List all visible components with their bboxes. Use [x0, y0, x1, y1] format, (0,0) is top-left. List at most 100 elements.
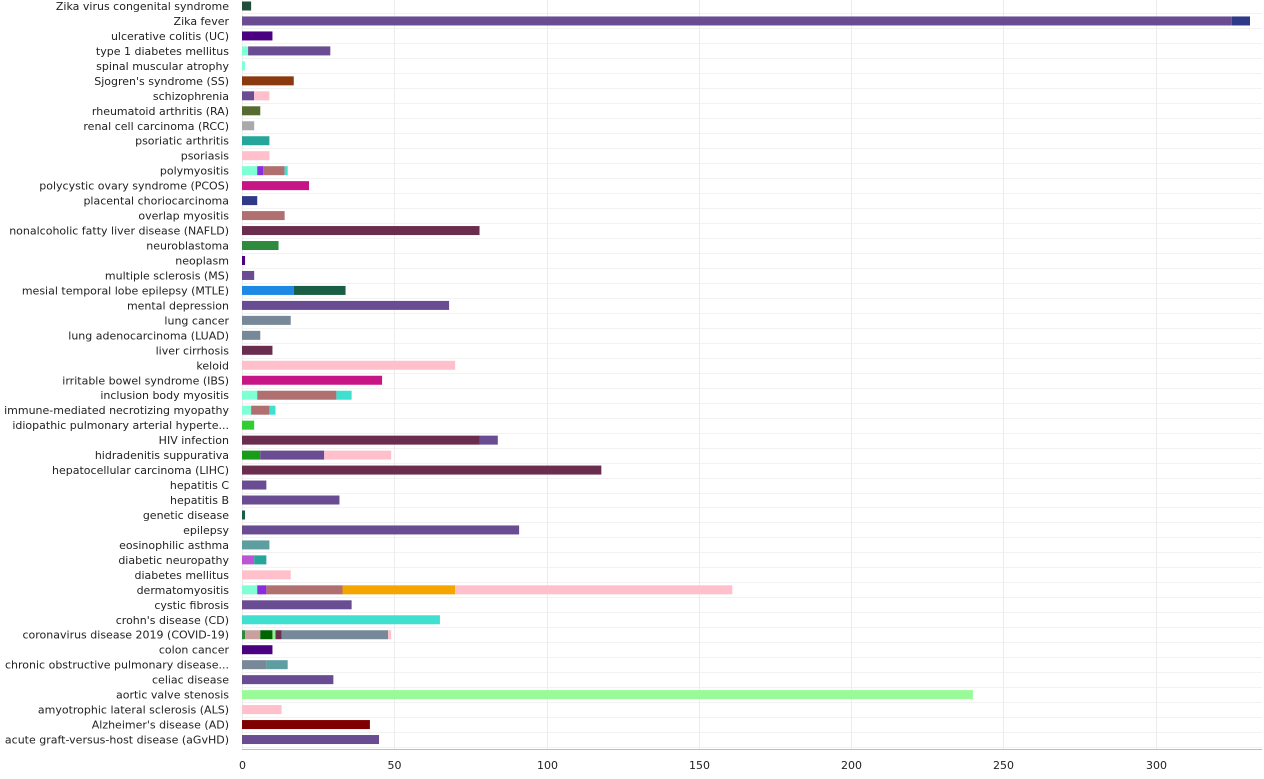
- bar-segment[interactable]: [242, 390, 258, 400]
- bar-segment[interactable]: [242, 16, 1232, 26]
- bar-segment[interactable]: [242, 31, 273, 41]
- category-label: neoplasm: [175, 254, 229, 267]
- bar-segment[interactable]: [254, 91, 270, 101]
- bar-segment[interactable]: [242, 360, 456, 370]
- bar-segment[interactable]: [242, 420, 255, 430]
- bar-segment[interactable]: [242, 645, 273, 655]
- bar-segment[interactable]: [242, 270, 255, 280]
- bar-segment[interactable]: [324, 450, 392, 460]
- bar-segment[interactable]: [242, 91, 255, 101]
- category-label: irritable bowel syndrome (IBS): [62, 374, 229, 387]
- bar-segment[interactable]: [242, 300, 450, 310]
- bar-segment[interactable]: [242, 211, 285, 221]
- bar-segment[interactable]: [242, 405, 252, 415]
- bar-segment[interactable]: [242, 136, 270, 146]
- bar-segment[interactable]: [388, 630, 392, 640]
- category-label: nonalcoholic fatty liver disease (NAFLD): [9, 225, 229, 238]
- bar-segment[interactable]: [1231, 16, 1250, 26]
- bar-segment[interactable]: [242, 166, 258, 176]
- bar-segment[interactable]: [242, 46, 249, 56]
- bar-segment[interactable]: [245, 630, 261, 640]
- bar-segment[interactable]: [257, 166, 264, 176]
- bar-segment[interactable]: [242, 375, 383, 385]
- bar-series: [242, 1, 1250, 745]
- bar-segment[interactable]: [242, 61, 246, 71]
- bar-segment[interactable]: [242, 720, 370, 730]
- bar-segment[interactable]: [272, 630, 276, 640]
- bar-segment[interactable]: [242, 450, 261, 460]
- bar-segment[interactable]: [242, 1, 252, 11]
- bar-segment[interactable]: [242, 630, 246, 640]
- bar-segment[interactable]: [242, 480, 267, 490]
- row-separators: [242, 13, 1262, 748]
- bar-segment[interactable]: [242, 196, 258, 206]
- category-label: eosinophilic asthma: [119, 539, 229, 552]
- bar-segment[interactable]: [263, 166, 285, 176]
- bar-segment[interactable]: [257, 585, 267, 595]
- bar-segment[interactable]: [242, 600, 352, 610]
- bar-segment[interactable]: [242, 181, 309, 191]
- category-label: diabetes mellitus: [134, 569, 229, 582]
- bar-segment[interactable]: [242, 525, 520, 535]
- bar-segment[interactable]: [275, 630, 282, 640]
- category-label: renal cell carcinoma (RCC): [83, 120, 229, 133]
- bar-segment[interactable]: [242, 540, 270, 550]
- bar-segment[interactable]: [293, 285, 346, 295]
- bar-segment[interactable]: [242, 675, 334, 685]
- x-tick-label: 50: [388, 759, 402, 772]
- bar-segment[interactable]: [242, 660, 267, 670]
- bar-segment[interactable]: [242, 555, 255, 565]
- category-label: colon cancer: [159, 644, 230, 657]
- category-label: Alzheimer's disease (AD): [92, 719, 229, 732]
- category-label: mental depression: [127, 299, 229, 312]
- bar-segment[interactable]: [242, 585, 258, 595]
- x-tick-label: 0: [239, 759, 246, 772]
- bar-segment[interactable]: [254, 555, 267, 565]
- bar-segment[interactable]: [266, 660, 288, 670]
- bar-segment[interactable]: [281, 630, 389, 640]
- bar-segment[interactable]: [248, 46, 331, 56]
- bar-segment[interactable]: [242, 510, 246, 520]
- bar-segment[interactable]: [242, 226, 480, 236]
- bar-segment[interactable]: [242, 106, 261, 116]
- bar-segment[interactable]: [342, 585, 456, 595]
- bar-segment[interactable]: [260, 630, 273, 640]
- bar-segment[interactable]: [260, 450, 325, 460]
- vertical-gridlines: [242, 0, 1157, 749]
- bar-segment[interactable]: [242, 121, 255, 131]
- bar-segment[interactable]: [336, 390, 352, 400]
- category-label: aortic valve stenosis: [116, 689, 229, 702]
- bar-segment[interactable]: [455, 585, 733, 595]
- bar-segment[interactable]: [266, 585, 343, 595]
- bar-segment[interactable]: [242, 76, 294, 86]
- category-label: crohn's disease (CD): [116, 614, 229, 627]
- category-label: epilepsy: [183, 524, 229, 537]
- category-label: rheumatoid arthritis (RA): [92, 105, 229, 118]
- bar-segment[interactable]: [257, 390, 337, 400]
- bar-segment[interactable]: [242, 570, 291, 580]
- category-label: cystic fibrosis: [154, 599, 229, 612]
- bar-segment[interactable]: [242, 241, 279, 251]
- x-tick-label: 100: [537, 759, 558, 772]
- category-label: hepatocellular carcinoma (LIHC): [52, 464, 229, 477]
- category-label: mesial temporal lobe epilepsy (MTLE): [22, 284, 229, 297]
- category-label: hidradenitis suppurativa: [95, 449, 229, 462]
- bar-segment[interactable]: [479, 435, 498, 445]
- bar-segment[interactable]: [242, 330, 261, 340]
- bar-segment[interactable]: [242, 690, 973, 700]
- bar-segment[interactable]: [269, 405, 276, 415]
- x-tick-label: 250: [993, 759, 1014, 772]
- bar-segment[interactable]: [242, 345, 273, 355]
- bar-segment[interactable]: [242, 615, 440, 625]
- bar-segment[interactable]: [242, 495, 340, 505]
- bar-segment[interactable]: [242, 151, 270, 161]
- bar-segment[interactable]: [242, 435, 480, 445]
- bar-segment[interactable]: [242, 465, 602, 475]
- bar-segment[interactable]: [284, 166, 288, 176]
- bar-segment[interactable]: [242, 255, 246, 265]
- bar-segment[interactable]: [242, 705, 282, 715]
- bar-segment[interactable]: [251, 405, 270, 415]
- bar-segment[interactable]: [242, 735, 380, 745]
- bar-segment[interactable]: [242, 315, 291, 325]
- bar-segment[interactable]: [242, 285, 294, 295]
